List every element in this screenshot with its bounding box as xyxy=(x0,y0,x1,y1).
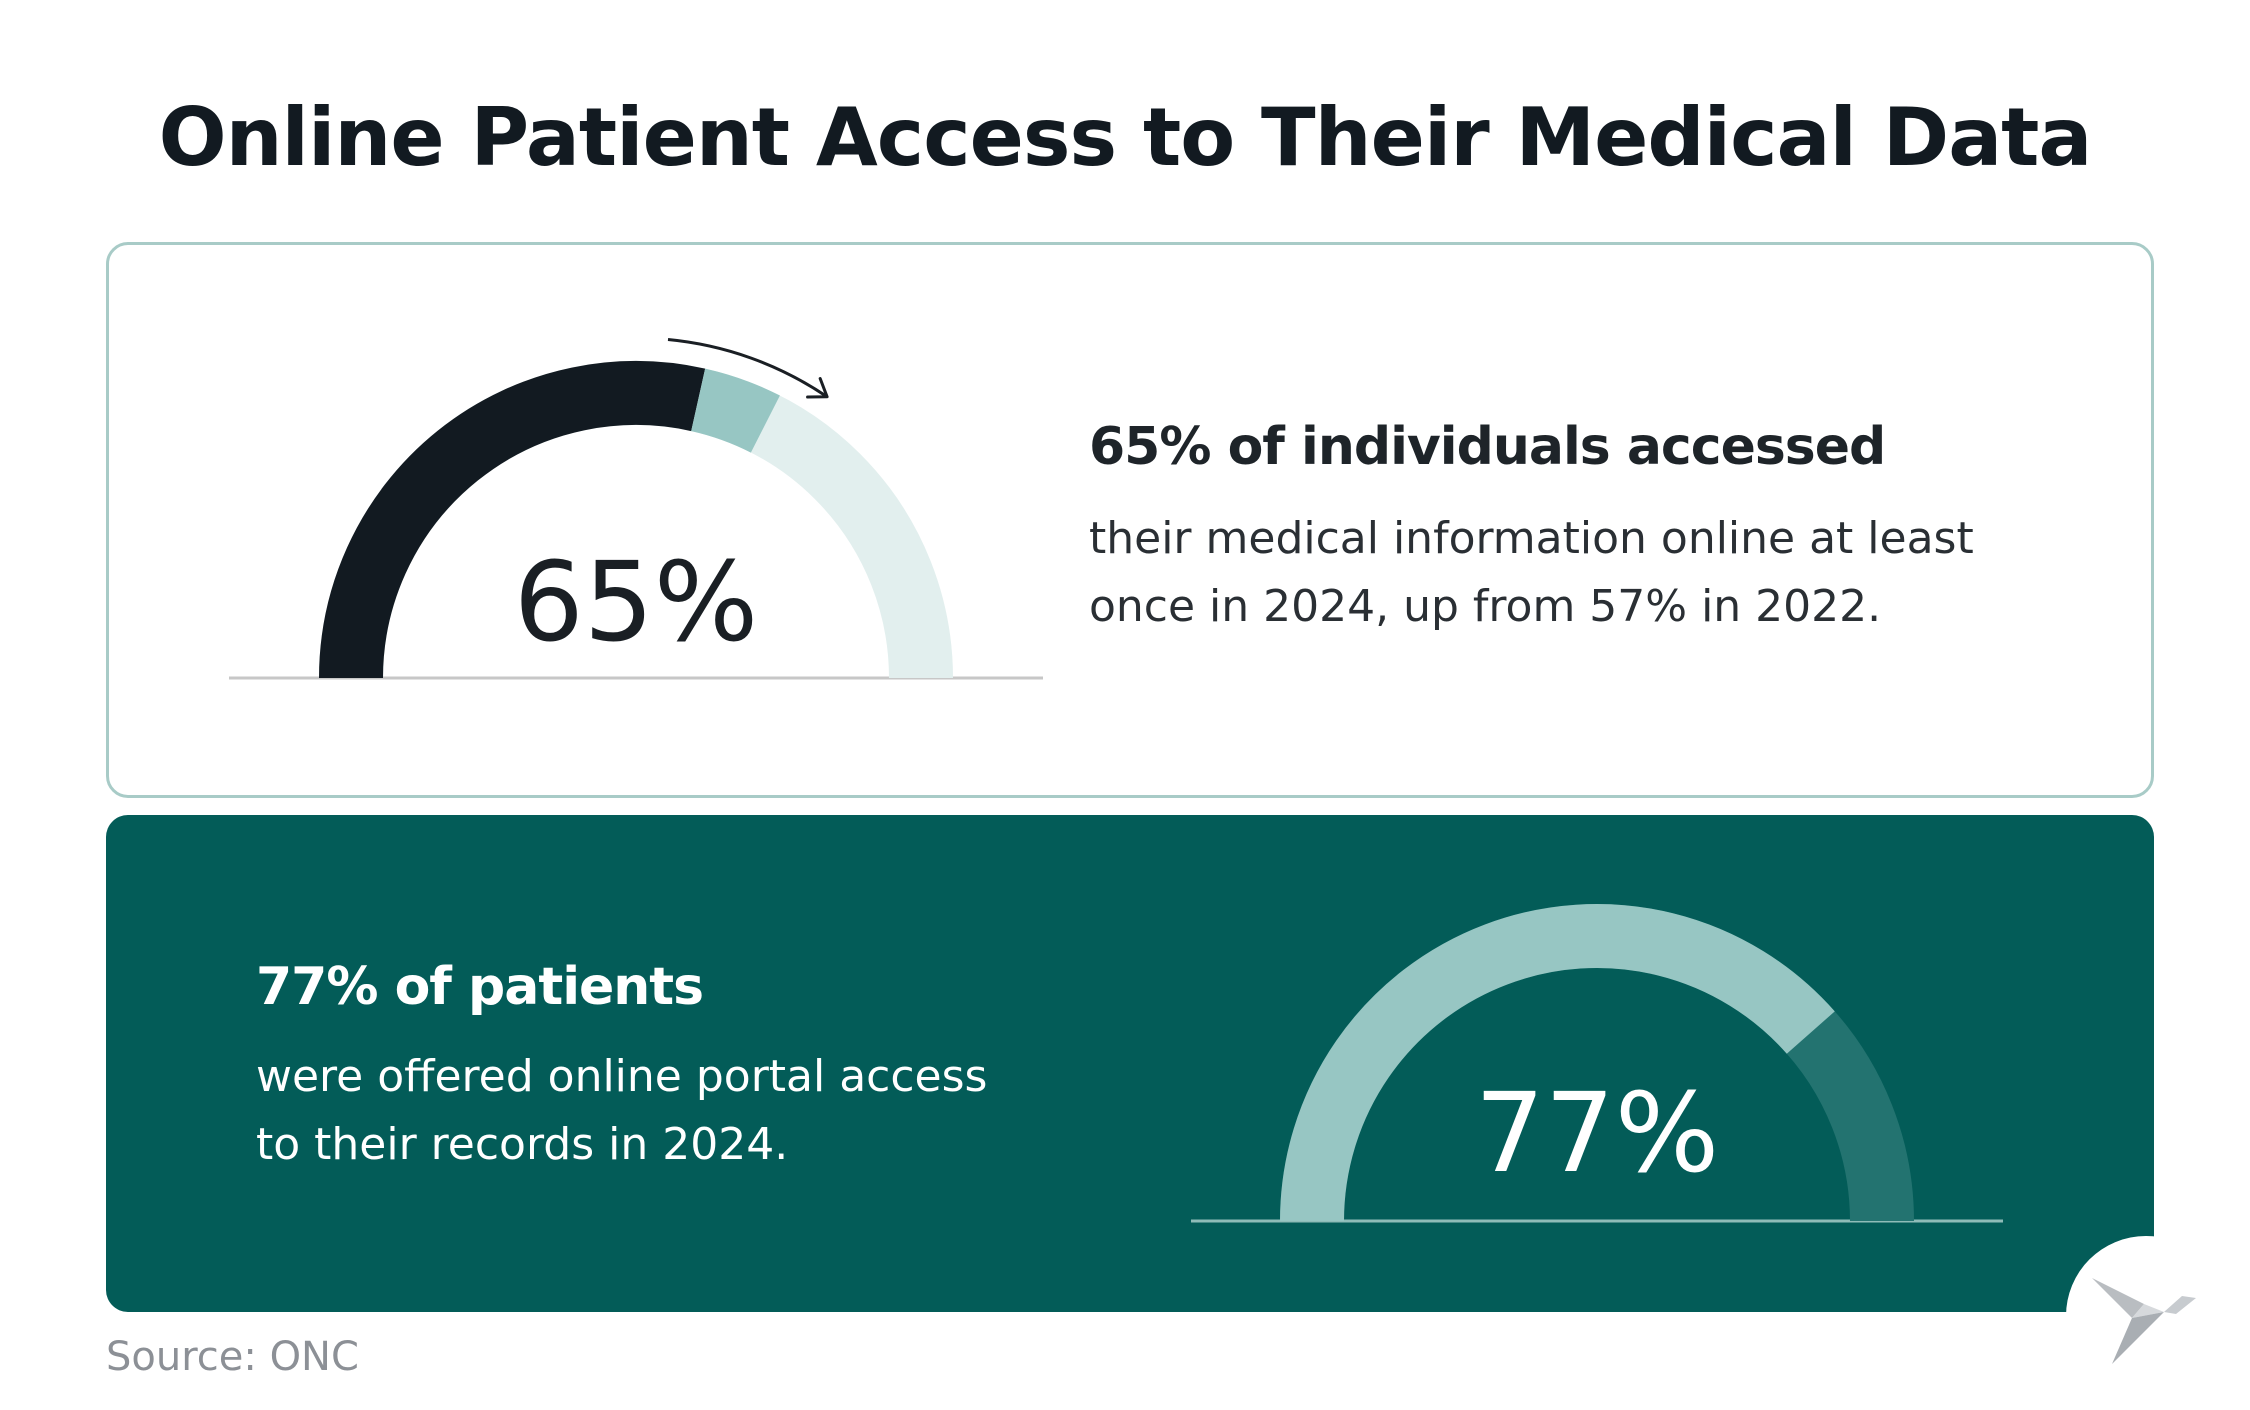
gauge-value-label: 65% xyxy=(514,538,759,666)
stat-description-line: to their records in 2024. xyxy=(256,1119,789,1170)
gauge-value-label: 77% xyxy=(1475,1069,1720,1197)
bird-logo-icon xyxy=(2092,1278,2196,1364)
page-title: Online Patient Access to Their Medical D… xyxy=(158,91,2093,184)
logo-badge xyxy=(2066,1236,2226,1396)
gauge-chart-individuals: 65% xyxy=(229,338,1043,680)
gauge-segment-value xyxy=(1280,904,1835,1222)
stat-card-individuals: 65% 65% of individuals accessed their me… xyxy=(106,242,2154,798)
stat-heading: 77% of patients xyxy=(256,957,704,1017)
gauge-chart-patients: 77% xyxy=(1191,904,2003,1223)
stat-description: their medical information online at leas… xyxy=(1089,505,1974,641)
stat-heading: 65% of individuals accessed xyxy=(1089,417,1886,477)
stat-description: were offered online portal access to the… xyxy=(256,1043,987,1179)
gauge-segment-increase xyxy=(690,368,780,453)
stat-description-line: their medical information online at leas… xyxy=(1089,513,1974,564)
stat-description-line: once in 2024, up from 57% in 2022. xyxy=(1089,581,1882,632)
gauge-segment-2022 xyxy=(319,361,706,679)
source-note: Source: ONC xyxy=(106,1334,359,1380)
stat-card-patients: 77% of patients were offered online port… xyxy=(106,815,2154,1312)
arrow-head xyxy=(806,377,829,399)
curved-arrow-icon xyxy=(667,338,828,399)
stat-description-line: were offered online portal access xyxy=(256,1051,988,1102)
